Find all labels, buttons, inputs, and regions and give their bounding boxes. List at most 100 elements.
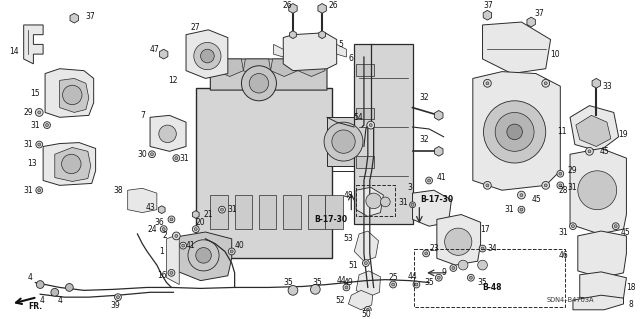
Circle shape bbox=[369, 124, 372, 127]
Text: 45: 45 bbox=[599, 147, 609, 156]
Circle shape bbox=[173, 155, 180, 161]
Circle shape bbox=[467, 274, 474, 281]
Circle shape bbox=[479, 245, 486, 252]
Circle shape bbox=[542, 182, 550, 189]
Polygon shape bbox=[216, 59, 243, 77]
Text: 20: 20 bbox=[196, 218, 205, 227]
Polygon shape bbox=[158, 206, 165, 213]
Text: 1: 1 bbox=[159, 247, 164, 256]
Circle shape bbox=[411, 203, 414, 206]
Circle shape bbox=[168, 216, 175, 223]
Circle shape bbox=[194, 42, 221, 70]
Circle shape bbox=[65, 284, 73, 291]
Polygon shape bbox=[318, 4, 326, 13]
Text: 21: 21 bbox=[204, 210, 213, 219]
Bar bbox=[415, 249, 565, 307]
Circle shape bbox=[445, 228, 472, 255]
Polygon shape bbox=[128, 188, 157, 212]
Text: 31: 31 bbox=[504, 205, 513, 214]
Circle shape bbox=[230, 250, 233, 253]
Text: 9: 9 bbox=[441, 268, 446, 277]
Circle shape bbox=[44, 122, 51, 129]
Circle shape bbox=[559, 172, 562, 175]
Polygon shape bbox=[570, 106, 619, 151]
Polygon shape bbox=[473, 72, 560, 190]
Text: 12: 12 bbox=[168, 76, 178, 85]
Circle shape bbox=[410, 202, 415, 208]
Circle shape bbox=[196, 248, 211, 263]
Circle shape bbox=[193, 226, 199, 233]
Polygon shape bbox=[289, 31, 296, 39]
Circle shape bbox=[160, 226, 167, 233]
Text: 31: 31 bbox=[24, 186, 33, 195]
Circle shape bbox=[195, 228, 197, 231]
Text: 15: 15 bbox=[31, 88, 40, 98]
Polygon shape bbox=[356, 187, 383, 217]
Polygon shape bbox=[435, 110, 443, 120]
Text: 11: 11 bbox=[557, 127, 567, 137]
Circle shape bbox=[170, 218, 173, 221]
Polygon shape bbox=[570, 148, 627, 234]
Circle shape bbox=[557, 182, 564, 189]
Circle shape bbox=[578, 171, 617, 210]
Circle shape bbox=[426, 177, 433, 184]
Circle shape bbox=[572, 225, 575, 228]
Bar bbox=[327, 117, 361, 166]
Polygon shape bbox=[437, 214, 481, 265]
Circle shape bbox=[544, 82, 547, 85]
Text: 6: 6 bbox=[349, 55, 354, 63]
Text: 52: 52 bbox=[336, 296, 346, 305]
Circle shape bbox=[332, 130, 355, 153]
Circle shape bbox=[614, 225, 617, 228]
Circle shape bbox=[423, 250, 429, 257]
Text: 53: 53 bbox=[344, 234, 353, 243]
Polygon shape bbox=[319, 31, 326, 39]
Polygon shape bbox=[435, 146, 443, 156]
Circle shape bbox=[557, 170, 564, 177]
Text: 37: 37 bbox=[85, 12, 95, 21]
Text: 14: 14 bbox=[9, 47, 19, 56]
Text: 39: 39 bbox=[110, 301, 120, 310]
Text: 31: 31 bbox=[179, 154, 189, 163]
Circle shape bbox=[486, 184, 489, 187]
Text: 36: 36 bbox=[155, 218, 164, 227]
Circle shape bbox=[175, 157, 178, 160]
Circle shape bbox=[36, 141, 43, 148]
Text: 31: 31 bbox=[567, 183, 577, 192]
Polygon shape bbox=[573, 295, 623, 310]
Text: 48: 48 bbox=[344, 190, 353, 200]
Circle shape bbox=[249, 74, 269, 93]
Polygon shape bbox=[176, 232, 232, 281]
Circle shape bbox=[36, 281, 44, 288]
Text: 31: 31 bbox=[24, 140, 33, 149]
Text: 47: 47 bbox=[150, 45, 160, 54]
Text: 49: 49 bbox=[344, 278, 353, 287]
Circle shape bbox=[486, 82, 489, 85]
Text: 26: 26 bbox=[282, 1, 292, 10]
Circle shape bbox=[380, 197, 390, 207]
Polygon shape bbox=[580, 272, 627, 302]
Bar bbox=[284, 195, 301, 229]
Text: 35: 35 bbox=[424, 278, 434, 287]
Polygon shape bbox=[483, 11, 492, 20]
Circle shape bbox=[343, 284, 350, 291]
Polygon shape bbox=[356, 271, 380, 297]
Polygon shape bbox=[592, 78, 600, 88]
Polygon shape bbox=[43, 143, 95, 185]
Text: 3: 3 bbox=[407, 183, 412, 192]
Text: 5: 5 bbox=[338, 40, 343, 49]
Circle shape bbox=[507, 124, 522, 140]
Circle shape bbox=[518, 191, 525, 199]
Text: 8: 8 bbox=[629, 300, 634, 309]
Polygon shape bbox=[150, 115, 186, 151]
Circle shape bbox=[241, 66, 276, 101]
Circle shape bbox=[150, 153, 154, 156]
Bar bbox=[308, 195, 325, 229]
Text: 37: 37 bbox=[534, 9, 544, 18]
Text: 54: 54 bbox=[353, 113, 363, 122]
Text: 32: 32 bbox=[419, 135, 429, 144]
Text: 31: 31 bbox=[559, 227, 568, 236]
Circle shape bbox=[115, 294, 122, 300]
Circle shape bbox=[364, 262, 367, 264]
Circle shape bbox=[170, 271, 173, 274]
